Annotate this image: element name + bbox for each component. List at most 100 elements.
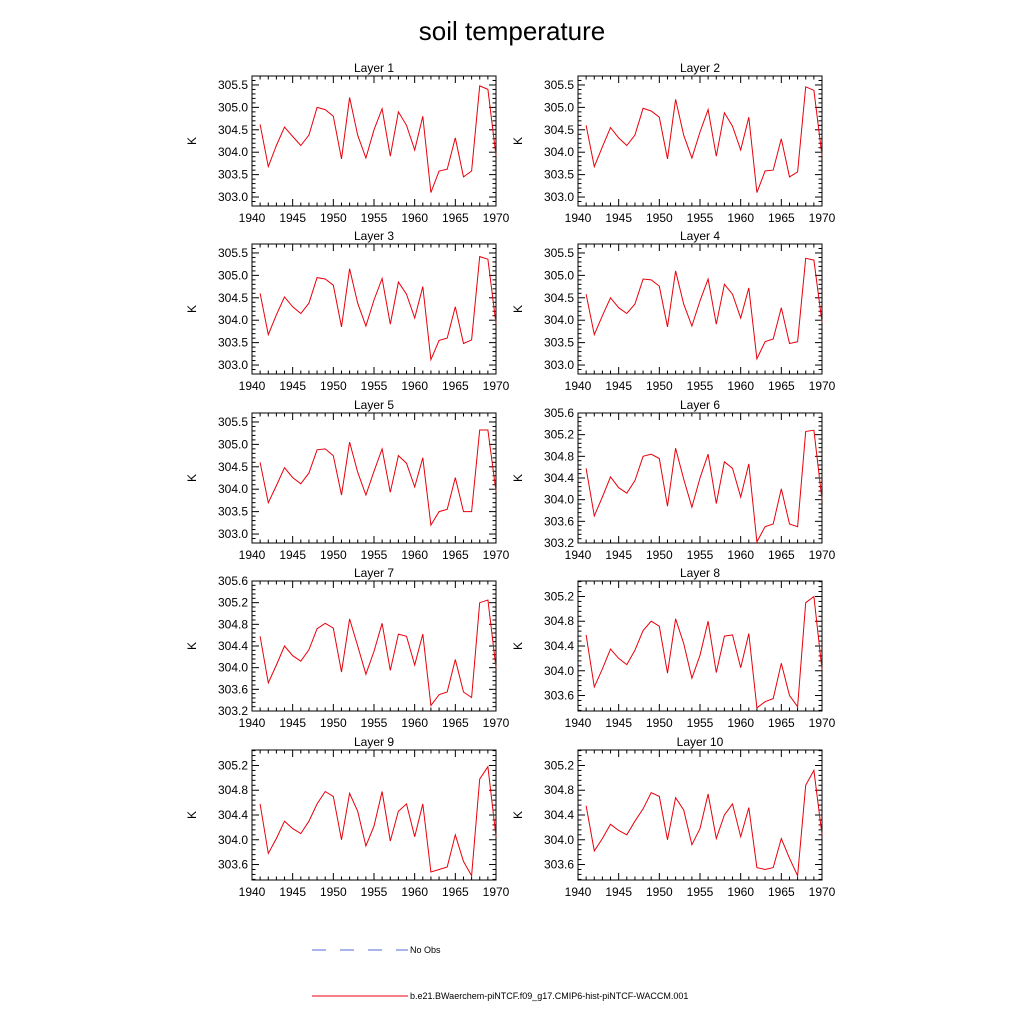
y-tick-label: 305.2 bbox=[544, 589, 574, 603]
y-tick-label: 304.0 bbox=[544, 664, 574, 678]
x-tick-label: 1965 bbox=[442, 885, 469, 899]
y-tick-label: 303.5 bbox=[218, 336, 248, 350]
y-tick-label: 303.5 bbox=[218, 168, 248, 182]
panel-title: Layer 4 bbox=[680, 229, 720, 243]
x-tick-label: 1965 bbox=[768, 548, 795, 562]
panel-title: Layer 9 bbox=[354, 735, 394, 749]
y-tick-label: 304.0 bbox=[544, 145, 574, 159]
x-tick-label: 1940 bbox=[239, 548, 266, 562]
panel-title: Layer 10 bbox=[677, 735, 724, 749]
x-tick-label: 1945 bbox=[279, 716, 306, 730]
x-tick-label: 1945 bbox=[605, 379, 632, 393]
x-tick-label: 1960 bbox=[727, 716, 754, 730]
y-tick-label: 305.0 bbox=[218, 100, 248, 114]
y-tick-label: 305.2 bbox=[544, 428, 574, 442]
x-tick-label: 1945 bbox=[279, 379, 306, 393]
panel-title: Layer 7 bbox=[354, 566, 394, 580]
y-tick-label: 305.2 bbox=[218, 596, 248, 610]
y-tick-label: 304.0 bbox=[544, 493, 574, 507]
y-tick-label: 303.6 bbox=[544, 689, 574, 703]
x-tick-label: 1945 bbox=[279, 885, 306, 899]
y-tick-label: 304.4 bbox=[544, 471, 574, 485]
y-tick-label: 304.8 bbox=[218, 783, 248, 797]
x-tick-label: 1970 bbox=[483, 885, 510, 899]
y-tick-label: 304.0 bbox=[218, 482, 248, 496]
x-tick-label: 1965 bbox=[442, 548, 469, 562]
plot-frame bbox=[251, 580, 497, 712]
x-tick-label: 1970 bbox=[809, 548, 836, 562]
y-axis-label: K bbox=[511, 642, 525, 650]
y-tick-label: 304.5 bbox=[218, 123, 248, 137]
x-tick-label: 1945 bbox=[605, 211, 632, 225]
x-tick-label: 1945 bbox=[279, 211, 306, 225]
panel-title: Layer 5 bbox=[354, 398, 394, 412]
series-line bbox=[259, 429, 497, 527]
y-axis-label: K bbox=[185, 137, 199, 145]
x-tick-label: 1970 bbox=[809, 716, 836, 730]
x-tick-label: 1940 bbox=[565, 211, 592, 225]
x-tick-label: 1950 bbox=[646, 548, 673, 562]
plot-frame bbox=[577, 580, 823, 712]
x-tick-label: 1960 bbox=[401, 885, 428, 899]
y-tick-label: 303.0 bbox=[218, 190, 248, 204]
panel-title: Layer 1 bbox=[354, 61, 394, 75]
y-tick-label: 303.0 bbox=[218, 527, 248, 541]
x-tick-label: 1965 bbox=[442, 716, 469, 730]
y-tick-label: 305.0 bbox=[218, 437, 248, 451]
panel-layer-8: Layer 8 1940 1945 1950 1955 1960 1965 1970 303.6… bbox=[511, 566, 836, 730]
x-tick-label: 1955 bbox=[687, 716, 714, 730]
y-tick-label: 303.5 bbox=[544, 336, 574, 350]
x-tick-label: 1965 bbox=[768, 716, 795, 730]
x-tick-label: 1955 bbox=[361, 211, 388, 225]
x-tick-label: 1950 bbox=[320, 885, 347, 899]
panel-layer-2: Layer 2 1940 1945 1950 1955 1960 1965 1970 303.0… bbox=[511, 61, 836, 225]
x-tick-label: 1970 bbox=[483, 716, 510, 730]
legend-model-label: b.e21.BWaerchem-piNTCF.f09_g17.CMIP6-his… bbox=[410, 991, 688, 1001]
x-tick-label: 1960 bbox=[727, 885, 754, 899]
panel-layer-3: Layer 3 1940 1945 1950 1955 1960 1965 1970 303.0… bbox=[185, 229, 510, 393]
panel-layer-4: Layer 4 1940 1945 1950 1955 1960 1965 1970 303.0… bbox=[511, 229, 836, 393]
x-tick-label: 1945 bbox=[605, 885, 632, 899]
x-tick-label: 1955 bbox=[687, 548, 714, 562]
x-tick-label: 1955 bbox=[687, 379, 714, 393]
x-tick-label: 1940 bbox=[565, 548, 592, 562]
y-axis-label: K bbox=[511, 811, 525, 819]
plot-frame bbox=[577, 749, 823, 881]
series-line bbox=[585, 257, 823, 361]
y-axis-label: K bbox=[511, 137, 525, 145]
y-tick-label: 303.5 bbox=[544, 168, 574, 182]
panel-layer-6: Layer 6 1940 1945 1950 1955 1960 1965 1970 303.2… bbox=[511, 398, 836, 562]
y-tick-label: 305.5 bbox=[544, 246, 574, 260]
y-tick-label: 304.4 bbox=[544, 808, 574, 822]
panel-title: Layer 3 bbox=[354, 229, 394, 243]
x-tick-label: 1940 bbox=[239, 885, 266, 899]
y-tick-label: 303.0 bbox=[544, 190, 574, 204]
y-tick-label: 303.5 bbox=[218, 505, 248, 519]
x-tick-label: 1965 bbox=[768, 885, 795, 899]
y-tick-label: 304.8 bbox=[218, 617, 248, 631]
x-tick-label: 1960 bbox=[727, 211, 754, 225]
x-tick-label: 1970 bbox=[483, 211, 510, 225]
y-tick-label: 303.6 bbox=[544, 858, 574, 872]
y-tick-label: 304.8 bbox=[544, 614, 574, 628]
y-tick-label: 305.2 bbox=[218, 758, 248, 772]
y-tick-label: 303.2 bbox=[218, 704, 248, 718]
y-axis-label: K bbox=[185, 305, 199, 313]
y-tick-label: 304.4 bbox=[218, 808, 248, 822]
plot-frame bbox=[251, 243, 497, 375]
y-axis-label: K bbox=[185, 811, 199, 819]
panel-layer-10: Layer 10 1940 1945 1950 1955 1960 1965 1970 303.… bbox=[511, 735, 836, 899]
x-tick-label: 1950 bbox=[320, 716, 347, 730]
y-tick-label: 304.0 bbox=[218, 313, 248, 327]
y-tick-label: 303.2 bbox=[544, 536, 574, 550]
y-tick-label: 304.5 bbox=[544, 291, 574, 305]
plot-frame bbox=[251, 749, 497, 881]
plot-frame bbox=[251, 75, 497, 207]
x-tick-label: 1955 bbox=[687, 885, 714, 899]
y-tick-label: 304.8 bbox=[544, 449, 574, 463]
panel-layer-7: Layer 7 1940 1945 1950 1955 1960 1965 1970 303.2… bbox=[185, 566, 510, 730]
panel-layer-9: Layer 9 1940 1945 1950 1955 1960 1965 1970 303.6… bbox=[185, 735, 510, 899]
panel-title: Layer 8 bbox=[680, 566, 720, 580]
y-tick-label: 304.5 bbox=[218, 460, 248, 474]
panel-layer-1: Layer 1 1940 1945 1950 1955 1960 1965 1970 303.0… bbox=[185, 61, 510, 225]
